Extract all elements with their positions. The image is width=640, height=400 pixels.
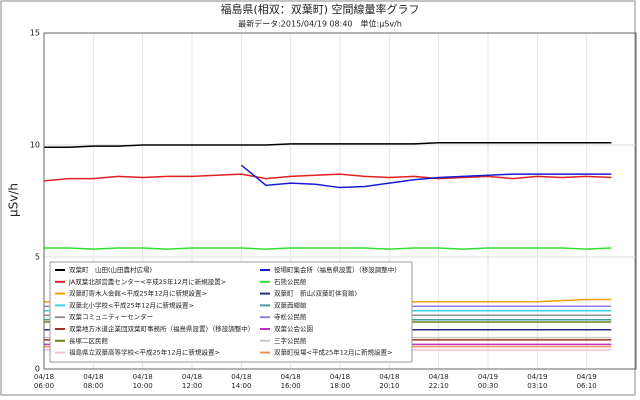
x-tick-label: 04/19 03:10 bbox=[527, 373, 548, 390]
legend-label: 役場町集会所（福島県設置）（移設調整中） bbox=[274, 265, 401, 274]
legend-label: 長塚二区民館 bbox=[69, 336, 109, 345]
series-line bbox=[44, 247, 612, 250]
legend: 双葉町 山田(山田農村広場) JA双葉北部営農センター<平成25年12月に新規設置… bbox=[55, 265, 401, 357]
legend-label: 三字公民館 bbox=[274, 336, 307, 345]
legend-label: 寺松公民館 bbox=[274, 312, 307, 321]
legend-label: 双葉公会公園 bbox=[274, 324, 313, 333]
legend-label: 福島県立双葉高等学校<平成25年12月に新規設置> bbox=[69, 348, 220, 357]
legend-label: 双葉地方水道企業団双葉町事務所（福島県設置）（移設調整中） bbox=[69, 324, 254, 333]
legend-label: 双葉町 山田(山田農村広場) bbox=[69, 265, 152, 274]
x-tick-label: 04/19 00:30 bbox=[477, 373, 499, 390]
legend-label: 双葉コミュニティーセンター bbox=[69, 312, 153, 321]
legend-label: 石熊公民館 bbox=[274, 277, 307, 286]
y-tick-label: 15 bbox=[30, 29, 40, 38]
series-line bbox=[43, 173, 612, 182]
x-tick-label: 04/18 20:10 bbox=[379, 373, 400, 390]
x-tick-label: 04/18 10:00 bbox=[132, 373, 153, 390]
x-tick-label: 04/18 12:00 bbox=[181, 373, 203, 390]
legend-label: 双葉西郷館 bbox=[274, 300, 307, 309]
y-tick-label: 5 bbox=[35, 253, 40, 262]
y-axis-label: μSv/h bbox=[7, 183, 21, 217]
series-line bbox=[240, 164, 612, 189]
legend-label: 双葉町役場<平成25年12月に新規設置> bbox=[274, 348, 392, 357]
legend-label: 双葉町寄木人会館<平成25年12月に新規設置> bbox=[69, 289, 207, 298]
x-tick-label: 04/18 22:10 bbox=[428, 373, 449, 390]
legend-label: 双葉北小学校<平成25年12月に新規設置> bbox=[69, 300, 194, 309]
series-line bbox=[44, 142, 612, 148]
x-tick-label: 04/18 18:00 bbox=[329, 373, 351, 390]
x-tick-label: 04/18 14:00 bbox=[231, 373, 252, 390]
legend-box bbox=[49, 261, 413, 363]
legend-label: 双葉町 新山(双葉町体育館) bbox=[274, 289, 357, 298]
x-tick-label: 04/18 06:00 bbox=[33, 373, 55, 390]
legend-label: JA双葉北部営農センター<平成25年12月に新規設置> bbox=[68, 277, 226, 286]
plot-border bbox=[43, 32, 637, 370]
chart-subtitle: 最新データ:2015/04/19 08:40 単位:μSv/h bbox=[238, 19, 402, 29]
chart-title: 福島県(相双：双葉町) 空間線量率グラフ bbox=[220, 2, 419, 16]
x-tick-label: 04/18 16:00 bbox=[280, 373, 301, 390]
x-tick-label: 04/19 06:10 bbox=[576, 373, 597, 390]
x-tick-label: 04/18 08:00 bbox=[83, 373, 104, 390]
y-tick-label: 0 bbox=[35, 365, 40, 374]
y-tick-label: 10 bbox=[30, 141, 40, 150]
